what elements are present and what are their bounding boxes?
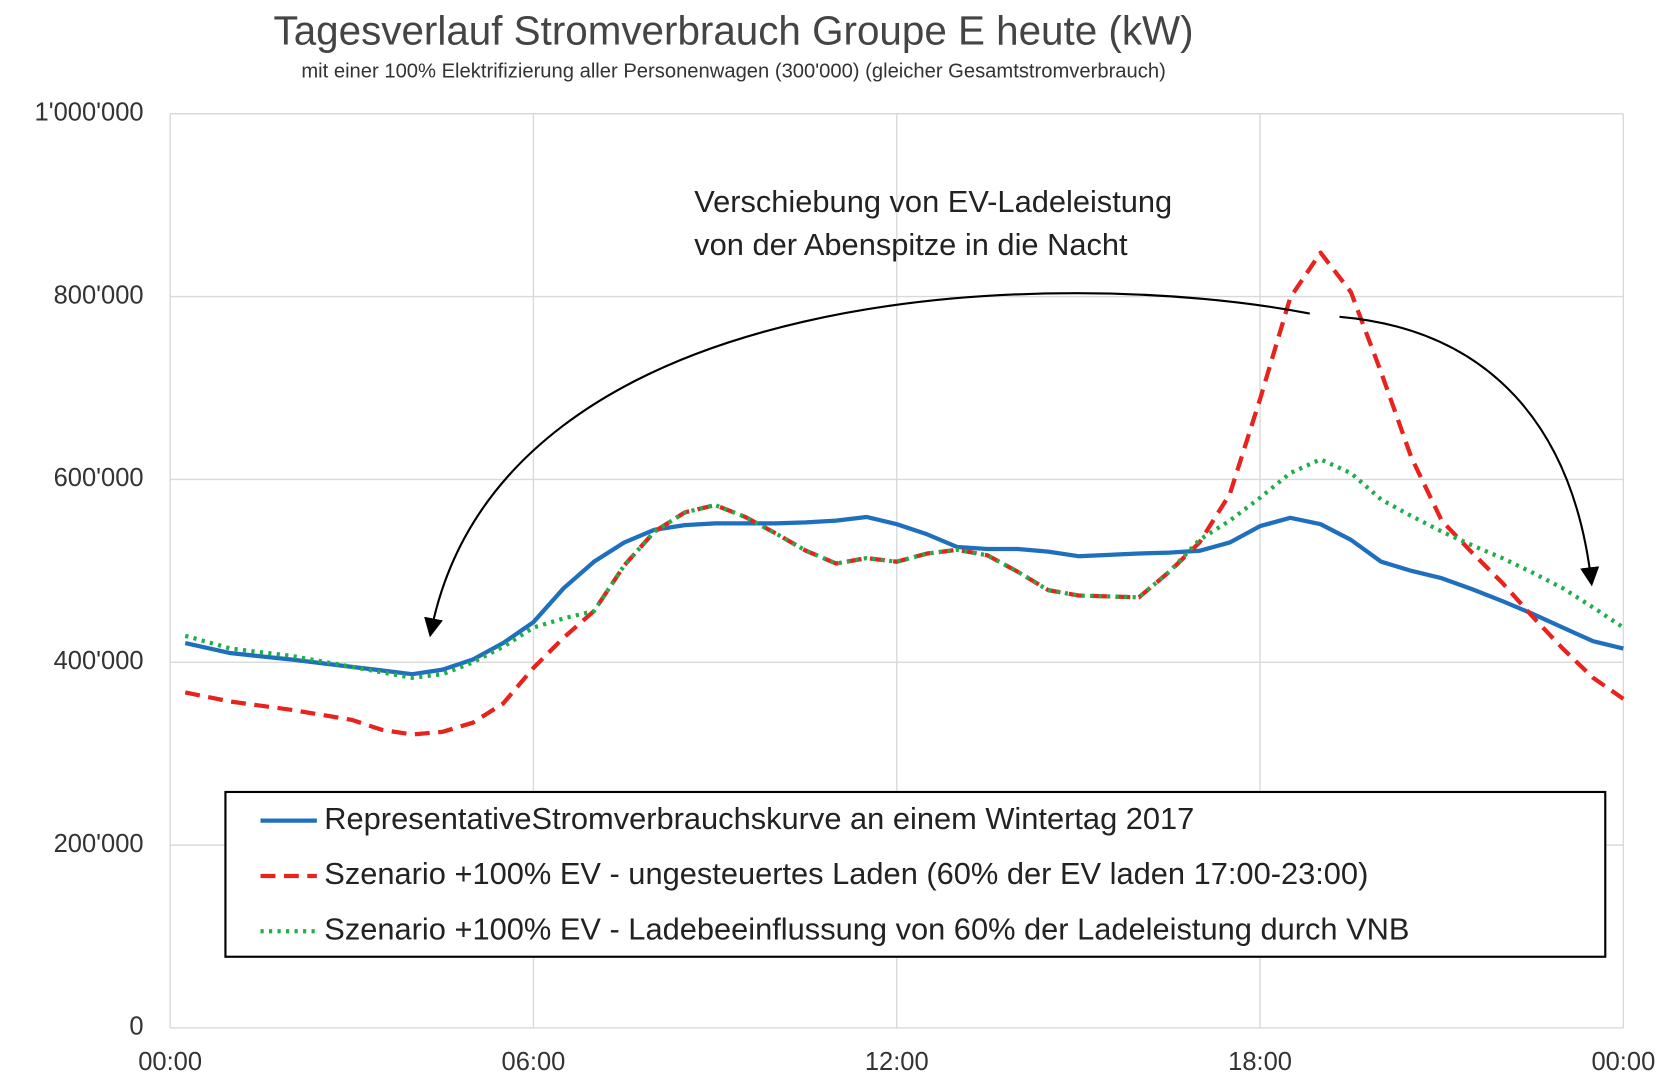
arrow bbox=[424, 292, 1310, 638]
series-line bbox=[184, 250, 1625, 737]
x-tick-label: 06:00 bbox=[502, 1048, 566, 1076]
annotation: von der Abenspitze in die Nacht bbox=[694, 227, 1128, 262]
annotation: Verschiebung von EV-Ladeleistung bbox=[694, 184, 1172, 219]
x-tick-label: 00:00 bbox=[1591, 1048, 1655, 1076]
series-line bbox=[184, 514, 1624, 677]
y-tick-label: 800'000 bbox=[54, 281, 144, 309]
y-tick-label: 0 bbox=[129, 1013, 143, 1041]
arrow bbox=[1339, 315, 1600, 587]
y-tick-label: 400'000 bbox=[54, 647, 144, 675]
y-tick-label: 600'000 bbox=[54, 464, 144, 492]
lines bbox=[184, 250, 1625, 737]
legend-label: Szenario +100% EV - Ladebeeinflussung vo… bbox=[324, 911, 1409, 946]
x-tick-label: 12:00 bbox=[865, 1048, 929, 1076]
x-tick-label: 00:00 bbox=[138, 1048, 202, 1076]
x-tick-label: 18:00 bbox=[1228, 1048, 1292, 1076]
y-tick-label: 1'000'000 bbox=[35, 98, 144, 126]
legend-label: RepresentativeStromverbrauchskurve an ei… bbox=[324, 801, 1194, 836]
legend-label: Szenario +100% EV - ungesteuertes Laden … bbox=[324, 856, 1368, 891]
y-tick-label: 200'000 bbox=[54, 830, 144, 858]
chart-title: Tagesverlauf Stromverbrauch Groupe E heu… bbox=[274, 8, 1194, 54]
chart-subtitle: mit einer 100% Elektrifizierung aller Pe… bbox=[301, 61, 1165, 83]
series-line bbox=[184, 457, 1625, 680]
legend bbox=[224, 790, 1607, 958]
legend-items: RepresentativeStromverbrauchskurve an ei… bbox=[260, 801, 1409, 946]
